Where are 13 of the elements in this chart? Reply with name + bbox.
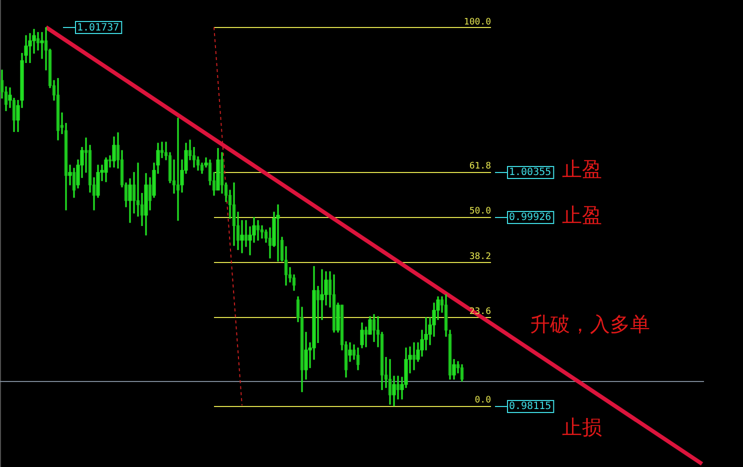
y-tick-label: 0.98115 (509, 400, 552, 412)
annotation: 0.0 (474, 396, 491, 406)
annotation: 50.0 (469, 206, 491, 217)
annotation: 止盈 (562, 157, 602, 182)
annotation: 1.01737 (77, 22, 120, 34)
annotation: 止损 (562, 415, 602, 440)
annotation: 升破，入多单 (530, 312, 650, 336)
annotation: 38.2 (469, 252, 491, 262)
y-tick-label: 0.99926 (509, 212, 552, 223)
annotation: 100.0 (464, 17, 491, 28)
y-tick-label: 1.00355 (509, 166, 552, 178)
annotation: 61.8 (469, 162, 491, 172)
annotation: 止盈 (562, 203, 602, 228)
